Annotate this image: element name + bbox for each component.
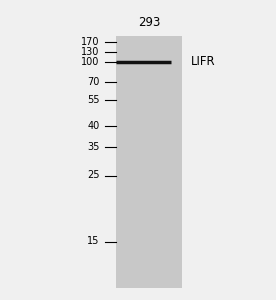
Text: 100: 100 bbox=[81, 57, 99, 67]
Text: 15: 15 bbox=[87, 236, 99, 247]
Bar bbox=[116, 36, 182, 288]
Text: 293: 293 bbox=[138, 16, 160, 28]
Text: 130: 130 bbox=[81, 47, 99, 57]
Text: 55: 55 bbox=[87, 95, 99, 105]
Text: 35: 35 bbox=[87, 142, 99, 152]
Text: 25: 25 bbox=[87, 170, 99, 181]
Text: 170: 170 bbox=[81, 37, 99, 47]
Text: 70: 70 bbox=[87, 77, 99, 87]
Text: 40: 40 bbox=[87, 121, 99, 131]
Text: LIFR: LIFR bbox=[190, 55, 215, 68]
